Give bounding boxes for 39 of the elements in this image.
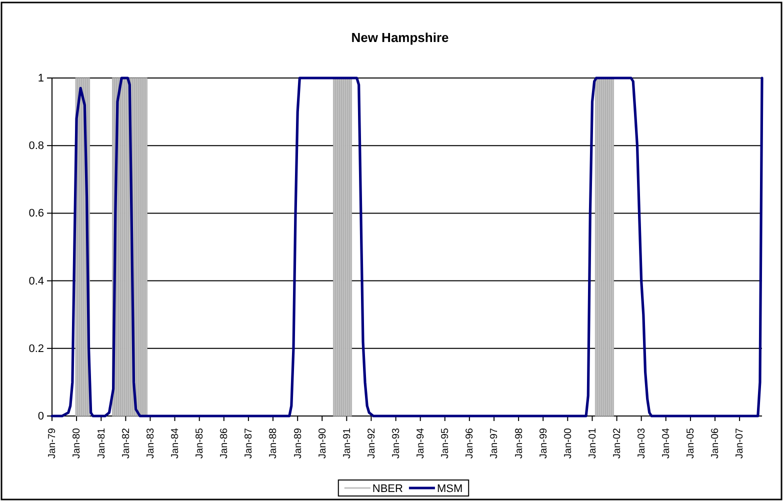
y-tick-label: 0.8 xyxy=(28,140,44,152)
legend-label: MSM xyxy=(436,483,463,495)
y-tick-label: 0.2 xyxy=(28,342,44,355)
y-tick-label: 0.6 xyxy=(28,208,44,220)
x-tick-label: Jan-95 xyxy=(440,428,452,459)
x-tick-label: Jan-85 xyxy=(194,428,206,459)
x-tick-label: Jan-82 xyxy=(120,428,132,459)
x-tick-label: Jan-04 xyxy=(661,428,672,459)
x-tick-label: Jan-07 xyxy=(734,428,746,459)
x-tick-label: Jan-93 xyxy=(391,428,402,459)
legend-label: NBER xyxy=(372,483,403,495)
y-tick-label: 0.4 xyxy=(28,275,44,288)
x-tick-label: Jan-03 xyxy=(636,428,648,459)
x-tick-label: Jan-88 xyxy=(268,428,280,459)
x-tick-label: Jan-89 xyxy=(292,428,304,459)
x-tick-label: Jan-83 xyxy=(145,428,156,459)
chart-title: New Hampshire xyxy=(351,30,449,45)
line-series xyxy=(50,76,764,418)
x-tick-label: Jan-99 xyxy=(538,428,550,459)
x-tick-label: Jan-79 xyxy=(47,428,58,459)
x-tick-label: Jan-86 xyxy=(219,428,230,459)
x-tick-label: Jan-06 xyxy=(710,428,722,459)
x-tick-label: Jan-91 xyxy=(342,428,353,459)
x-tick-label: Jan-97 xyxy=(489,428,500,459)
x-tick-label: Jan-90 xyxy=(317,428,328,459)
x-tick-label: Jan-98 xyxy=(514,428,525,459)
x-tick-label: Jan-00 xyxy=(562,428,574,459)
x-tick-label: Jan-81 xyxy=(96,428,108,459)
x-tick-label: Jan-05 xyxy=(686,428,697,459)
y-tick-label: 0 xyxy=(38,410,44,423)
y-tick-label: 1 xyxy=(38,72,44,85)
x-tick-label: Jan-80 xyxy=(72,428,83,459)
x-tick-label: Jan-01 xyxy=(587,428,598,459)
x-tick-label: Jan-94 xyxy=(416,428,427,459)
x-tick-label: Jan-02 xyxy=(612,428,623,459)
x-tick-label: Jan-96 xyxy=(464,428,476,459)
x-tick-label: Jan-92 xyxy=(366,428,378,459)
x-tick-label: Jan-84 xyxy=(170,428,181,459)
x-tick-label: Jan-87 xyxy=(244,428,255,459)
